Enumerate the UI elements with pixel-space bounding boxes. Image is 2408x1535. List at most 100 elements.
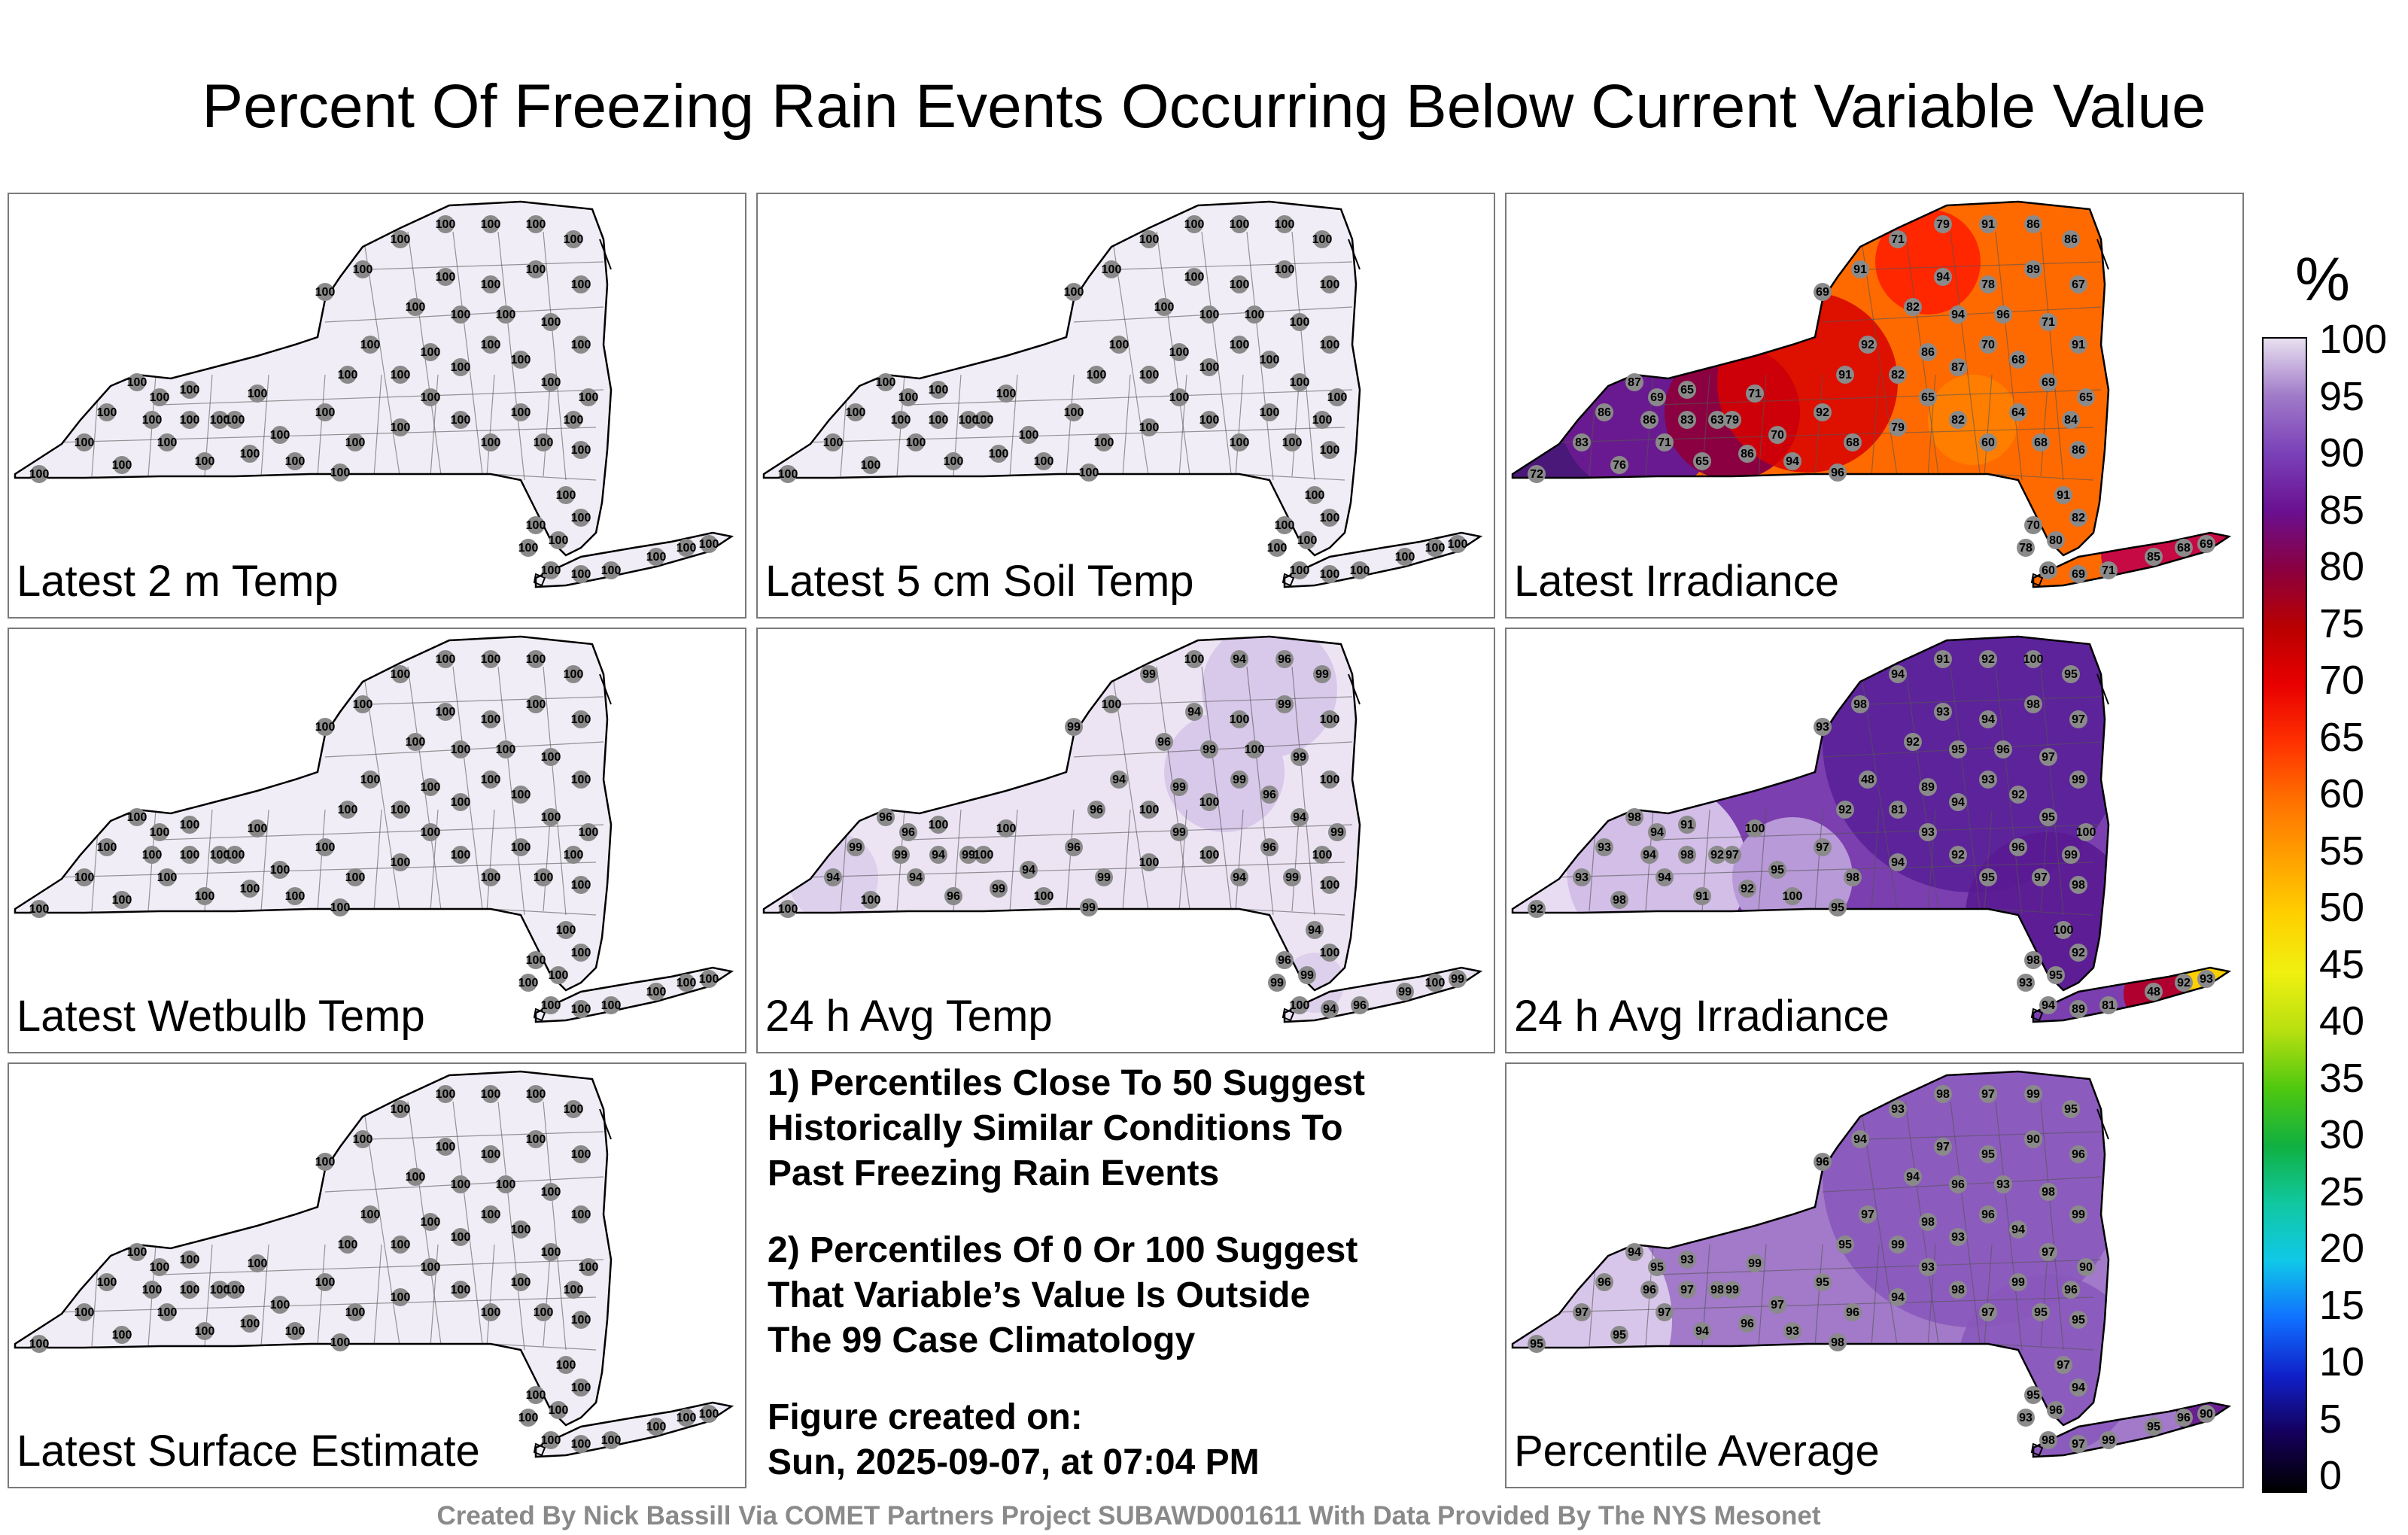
station-marker: 96 bbox=[2062, 1281, 2080, 1299]
station-marker: 100 bbox=[248, 819, 267, 837]
station-value: 100 bbox=[1139, 804, 1160, 816]
colorbar-tick-label: 15 bbox=[2319, 1282, 2365, 1328]
station-marker: 100 bbox=[518, 1409, 538, 1427]
station-marker: 100 bbox=[1297, 531, 1317, 549]
station-marker: 94 bbox=[2009, 1220, 2027, 1239]
station-marker: 100 bbox=[699, 535, 719, 553]
station-value: 92 bbox=[1861, 339, 1874, 351]
station-marker: 76 bbox=[1610, 456, 1628, 474]
station-value: 95 bbox=[1816, 1276, 1829, 1289]
station-marker: 100 bbox=[451, 740, 470, 758]
station-value: 100 bbox=[285, 1325, 306, 1338]
station-value: 100 bbox=[391, 1239, 411, 1251]
station-value: 100 bbox=[481, 1148, 501, 1161]
station-value: 100 bbox=[974, 849, 994, 862]
station-marker: 100 bbox=[541, 1183, 561, 1201]
station-value: 100 bbox=[929, 414, 949, 427]
station-value: 95 bbox=[1981, 871, 1995, 884]
station-value: 100 bbox=[511, 841, 531, 854]
station-marker: 92 bbox=[1949, 846, 1967, 864]
station-marker: 100 bbox=[248, 1254, 267, 1272]
station-marker: 100 bbox=[1448, 535, 1467, 553]
long-island-outline bbox=[2032, 966, 2232, 1023]
county-line bbox=[1867, 696, 2102, 705]
station-marker: 100 bbox=[1312, 230, 1332, 248]
station-value: 100 bbox=[1199, 309, 1220, 321]
station-marker: 96 bbox=[1087, 801, 1105, 819]
station-marker: 100 bbox=[1139, 418, 1159, 436]
station-value: 95 bbox=[1981, 1148, 1995, 1161]
station-marker: 99 bbox=[1298, 966, 1316, 984]
long-island-outline bbox=[1283, 531, 1483, 588]
station-value: 100 bbox=[481, 339, 501, 351]
station-marker: 96 bbox=[1595, 1273, 1613, 1291]
panel-label: Latest 5 cm Soil Temp bbox=[765, 557, 1194, 606]
station-value: 94 bbox=[1628, 1246, 1641, 1259]
station-marker: 100 bbox=[2023, 650, 2043, 668]
station-value: 94 bbox=[932, 849, 945, 862]
station-value: 100 bbox=[511, 1223, 531, 1236]
station-marker: 100 bbox=[571, 1435, 591, 1453]
station-marker: 99 bbox=[2009, 1273, 2027, 1291]
county-line bbox=[1867, 1131, 2102, 1140]
station-value: 99 bbox=[2011, 1276, 2025, 1289]
station-value: 100 bbox=[571, 278, 591, 291]
station-marker: 99 bbox=[1170, 778, 1188, 796]
station-value: 92 bbox=[1838, 804, 1852, 816]
station-marker: 100 bbox=[225, 1281, 245, 1299]
station-marker: 80 bbox=[2047, 531, 2065, 549]
station-value: 86 bbox=[1643, 414, 1656, 427]
station-value: 94 bbox=[1951, 309, 1965, 321]
station-marker: 98 bbox=[2069, 876, 2087, 894]
station-value: 100 bbox=[315, 1276, 336, 1289]
station-marker: 100 bbox=[646, 983, 666, 1001]
station-value: 100 bbox=[142, 1284, 163, 1296]
station-marker: 100 bbox=[1267, 539, 1287, 557]
state-fill bbox=[15, 1071, 611, 1425]
station-marker: 81 bbox=[2099, 996, 2118, 1014]
station-marker: 100 bbox=[1745, 819, 1765, 837]
station-marker: 100 bbox=[391, 418, 410, 436]
station-marker: 93 bbox=[1949, 1228, 1967, 1246]
station-marker: 95 bbox=[2145, 1418, 2163, 1436]
county-line bbox=[1995, 666, 2023, 916]
station-marker: 100 bbox=[1282, 433, 1302, 451]
station-marker: 94 bbox=[2039, 996, 2057, 1014]
station-marker: 91 bbox=[1851, 260, 1869, 278]
station-marker: 72 bbox=[1528, 465, 1546, 483]
station-value: 100 bbox=[391, 668, 411, 681]
station-marker: 78 bbox=[2017, 539, 2035, 557]
station-value: 100 bbox=[571, 568, 591, 581]
station-value: 94 bbox=[1233, 871, 1246, 884]
station-value: 69 bbox=[1816, 286, 1829, 299]
station-value: 93 bbox=[1996, 1178, 2010, 1191]
station-marker: 100 bbox=[541, 373, 561, 391]
station-marker: 100 bbox=[526, 215, 546, 233]
station-marker: 100 bbox=[481, 433, 500, 451]
station-marker: 100 bbox=[74, 433, 94, 451]
station-marker: 100 bbox=[338, 801, 357, 819]
station-marker: 100 bbox=[1139, 853, 1159, 871]
station-marker: 100 bbox=[315, 838, 335, 856]
station-value: 82 bbox=[1906, 301, 1920, 314]
station-marker: 100 bbox=[421, 778, 440, 796]
station-marker: 96 bbox=[1994, 305, 2012, 324]
station-marker: 94 bbox=[1851, 1130, 1869, 1148]
colorbar-tick-label: 25 bbox=[2319, 1169, 2365, 1214]
county-line bbox=[802, 862, 1345, 878]
station-marker: 100 bbox=[496, 1175, 515, 1193]
station-marker: 86 bbox=[1595, 403, 1613, 421]
station-value: 100 bbox=[564, 1284, 584, 1296]
station-marker: 100 bbox=[391, 1288, 410, 1306]
county-line bbox=[373, 1244, 382, 1347]
station-value: 98 bbox=[1951, 1284, 1965, 1296]
station-marker: 100 bbox=[97, 838, 117, 856]
county-line bbox=[497, 1101, 525, 1351]
station-marker: 100 bbox=[315, 283, 335, 301]
station-marker: 92 bbox=[1814, 403, 1832, 421]
station-marker: 91 bbox=[1934, 650, 1952, 668]
county-line bbox=[490, 908, 597, 916]
station-value: 94 bbox=[2072, 1382, 2085, 1394]
station-value: 92 bbox=[1951, 849, 1965, 862]
station-marker: 93 bbox=[1934, 703, 1952, 721]
